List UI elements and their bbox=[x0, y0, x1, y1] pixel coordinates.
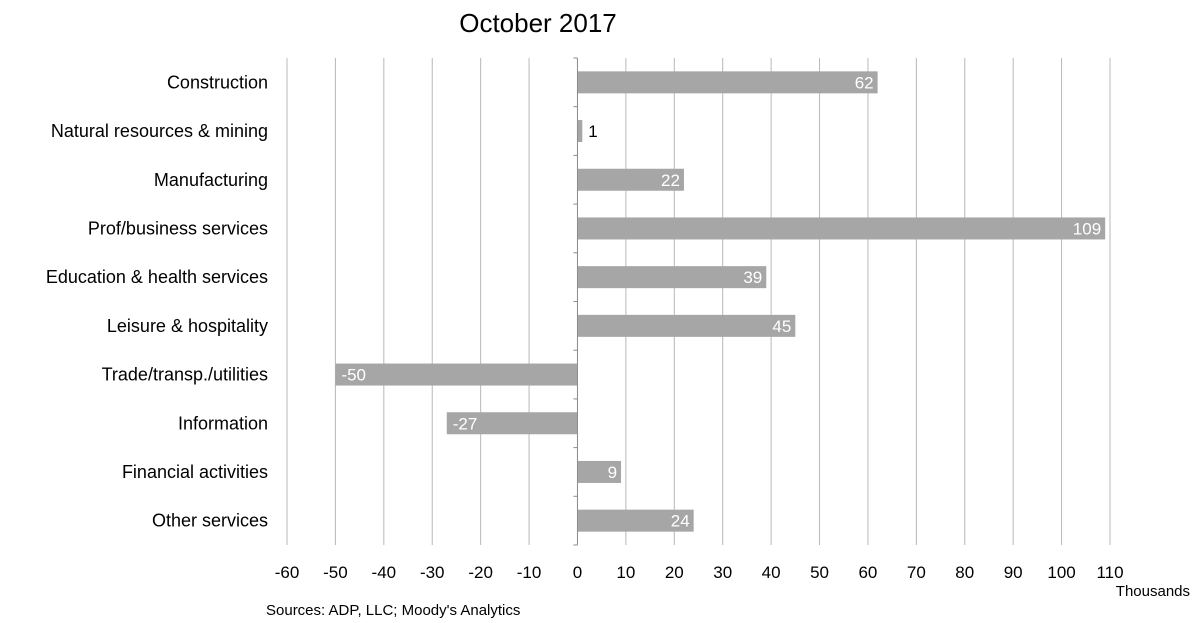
grid-lines bbox=[286, 58, 1111, 545]
bar-8 bbox=[577, 460, 622, 483]
category-label: Leisure & hospitality bbox=[107, 316, 268, 336]
data-label: 39 bbox=[743, 268, 762, 287]
chart-title: October 2017 bbox=[459, 8, 617, 38]
x-tick-label: 50 bbox=[810, 563, 829, 582]
category-label: Information bbox=[178, 413, 268, 433]
data-labels: 62 1 22 109 39 45 -50 -27 9 24 bbox=[341, 73, 1101, 530]
data-label: 62 bbox=[855, 73, 874, 92]
data-label: 1 bbox=[588, 122, 597, 141]
category-label: Prof/business services bbox=[88, 218, 268, 238]
x-tick-label: -60 bbox=[275, 563, 300, 582]
zero-axis bbox=[573, 57, 578, 546]
x-tick-label: 110 bbox=[1096, 563, 1123, 582]
x-tick-label: 80 bbox=[955, 563, 974, 582]
x-tick-label: 20 bbox=[665, 563, 684, 582]
data-label: -50 bbox=[341, 366, 366, 385]
category-labels: Construction Natural resources & mining Ma… bbox=[46, 72, 268, 530]
category-label: Construction bbox=[167, 72, 268, 92]
x-tick-label: -30 bbox=[420, 563, 445, 582]
data-label: 45 bbox=[772, 317, 791, 336]
data-label: 24 bbox=[671, 512, 690, 531]
bar-2 bbox=[577, 168, 684, 191]
bar-6 bbox=[335, 363, 578, 386]
category-label: Manufacturing bbox=[154, 170, 268, 190]
x-tick-label: 70 bbox=[907, 563, 926, 582]
bar-4 bbox=[577, 266, 767, 289]
x-tick-label: -40 bbox=[372, 563, 397, 582]
x-unit-label: Thousands bbox=[1116, 583, 1190, 600]
x-tick-label: 60 bbox=[858, 563, 877, 582]
x-tick-labels: -60 -50 -40 -30 -20 -10 0 10 20 30 40 50 60 70 80 90 100… bbox=[275, 563, 1124, 582]
category-label: Trade/transp./utilities bbox=[102, 365, 268, 385]
x-tick-label: -20 bbox=[468, 563, 493, 582]
category-label: Other services bbox=[152, 511, 268, 531]
data-label: 109 bbox=[1073, 219, 1101, 238]
x-tick-label: 40 bbox=[762, 563, 781, 582]
data-label: -27 bbox=[453, 414, 478, 433]
data-label: 22 bbox=[661, 171, 680, 190]
x-tick-label: 30 bbox=[713, 563, 732, 582]
bar-5 bbox=[577, 314, 796, 337]
x-tick-label: 10 bbox=[616, 563, 635, 582]
bars bbox=[335, 71, 1106, 532]
source-note: Sources: ADP, LLC; Moody's Analytics bbox=[266, 602, 520, 619]
bar-7 bbox=[446, 412, 578, 435]
x-tick-label: 90 bbox=[1004, 563, 1023, 582]
bar-3 bbox=[577, 217, 1106, 240]
x-tick-label: 0 bbox=[573, 563, 582, 582]
x-tick-label: -50 bbox=[323, 563, 348, 582]
data-label: 9 bbox=[608, 463, 617, 482]
category-label: Financial activities bbox=[122, 462, 268, 482]
category-label: Education & health services bbox=[46, 267, 268, 287]
category-label: Natural resources & mining bbox=[51, 121, 268, 141]
bar-1 bbox=[577, 120, 583, 143]
x-tick-label: 100 bbox=[1047, 563, 1075, 582]
bar-9 bbox=[577, 509, 694, 532]
bar-0 bbox=[577, 71, 878, 94]
x-tick-label: -10 bbox=[517, 563, 542, 582]
